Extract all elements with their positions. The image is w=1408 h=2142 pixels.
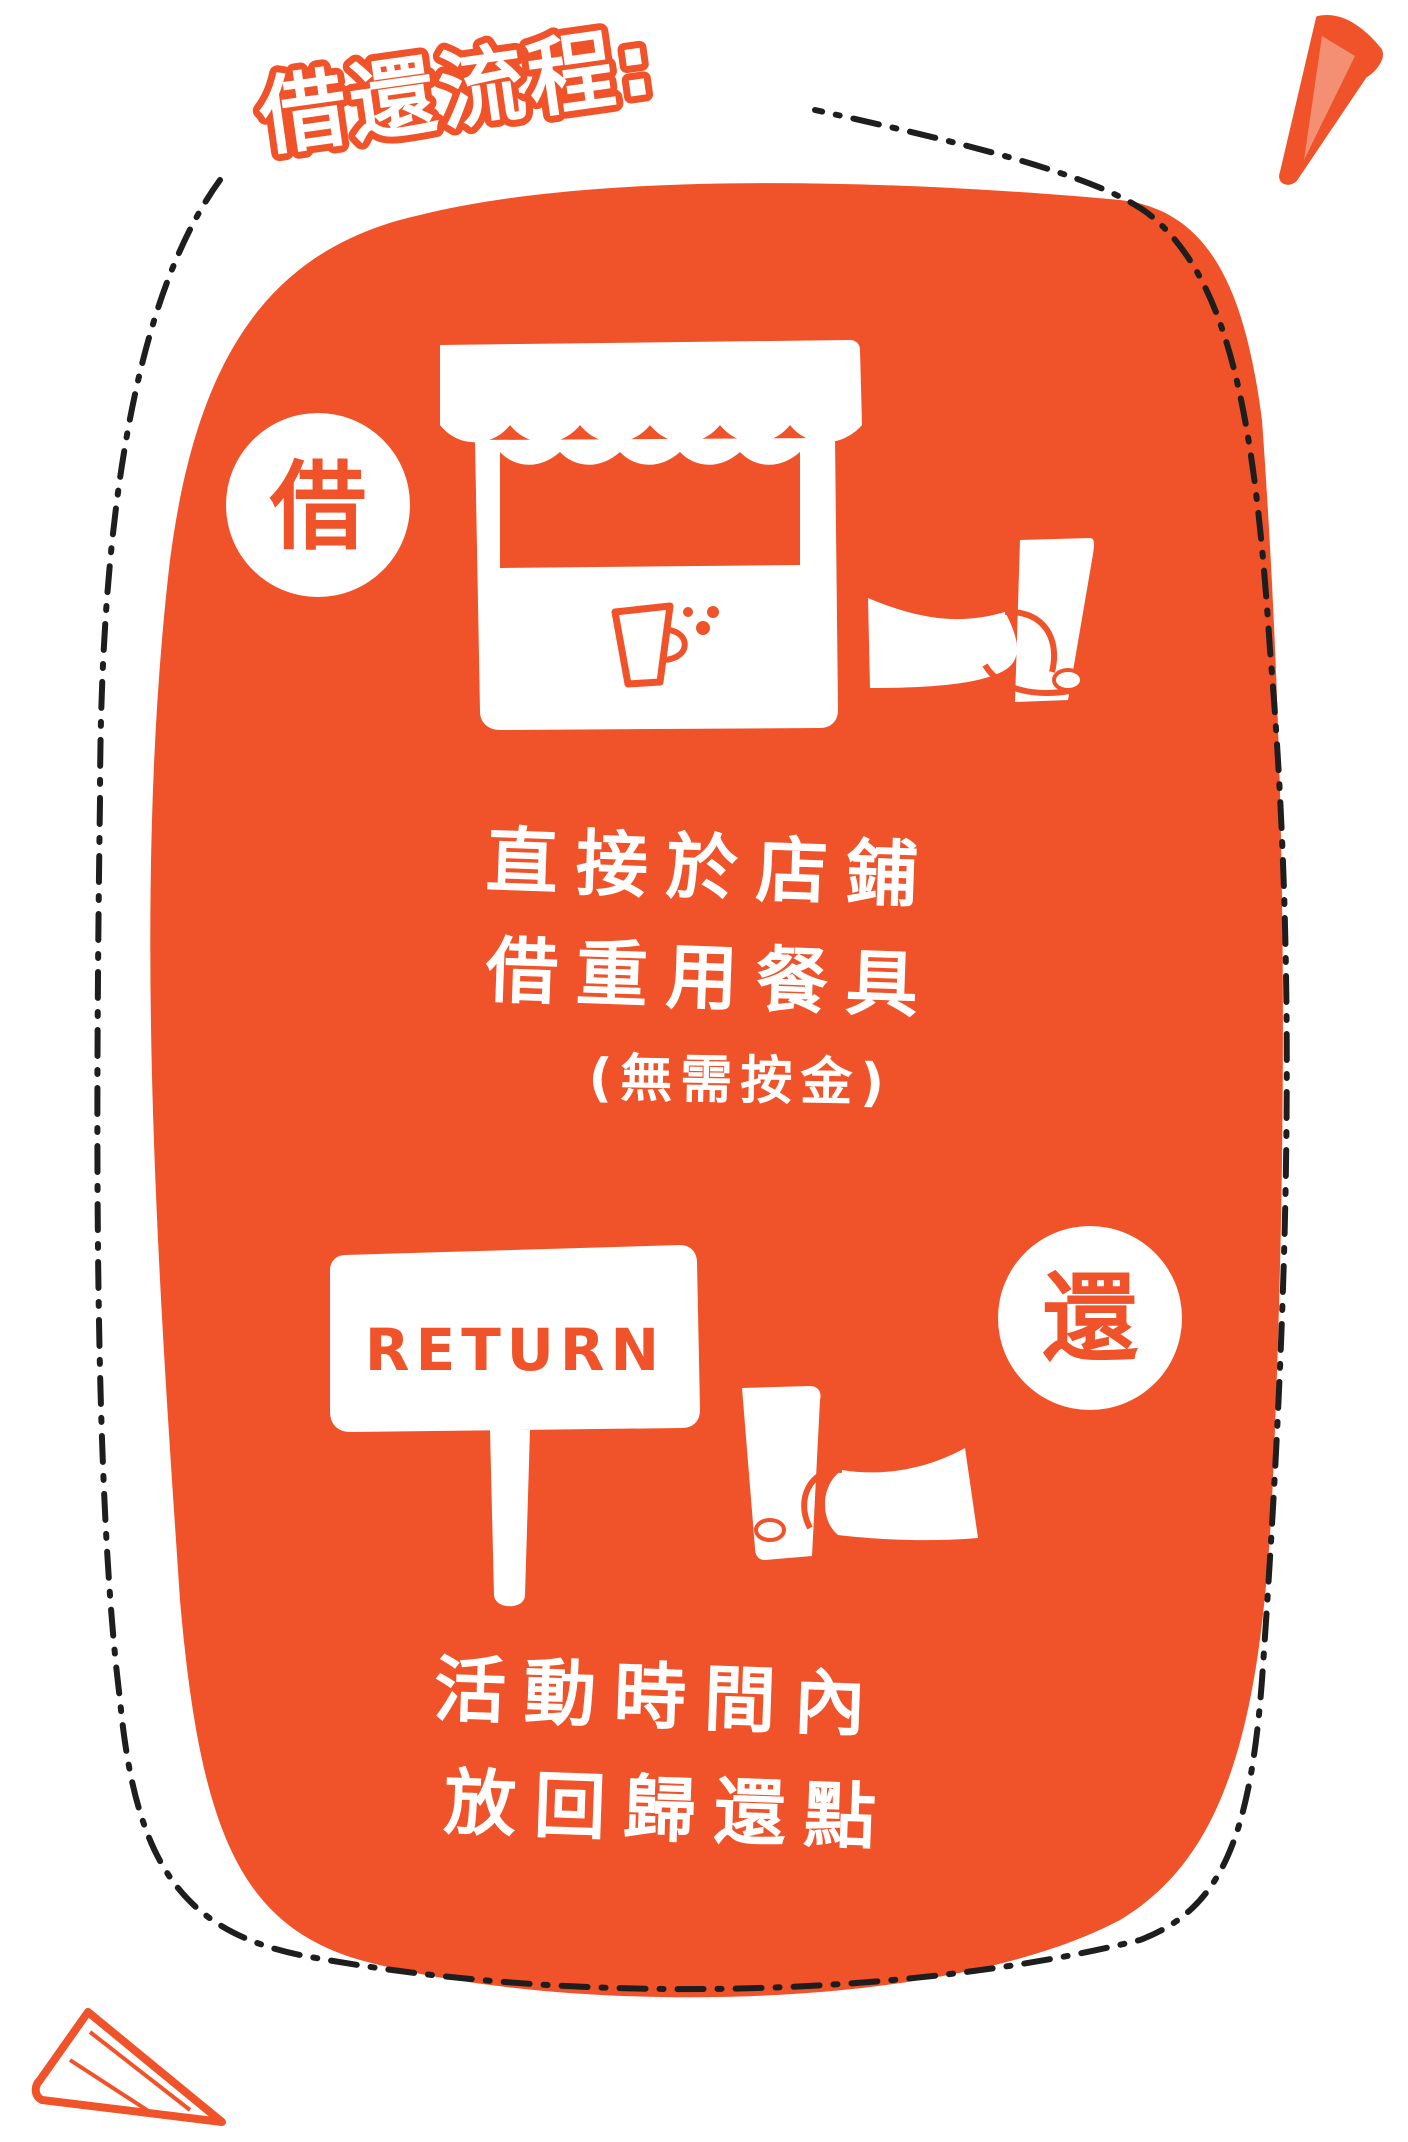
borrow-line-2: 借重用餐具 — [484, 928, 938, 1028]
return-badge: 還 — [998, 1226, 1182, 1410]
dashed-outline — [94, 107, 1290, 1993]
return-line-1: 活動時間內 — [433, 1647, 886, 1747]
return-sign-text: RETURN — [365, 1316, 665, 1384]
triangle-decoration-top-right — [1279, 15, 1383, 185]
title-group: 借還流程: — [246, 7, 669, 176]
triangle-decoration-bottom-left — [31, 2008, 226, 2126]
borrow-badge: 借 — [226, 413, 410, 597]
hand-holding-cup-icon — [868, 538, 1094, 702]
return-line-2: 放回歸還點 — [443, 1760, 896, 1860]
return-badge-label: 還 — [1042, 1263, 1138, 1375]
borrow-note: (無需按金) — [588, 1048, 893, 1113]
return-sign-icon: RETURN — [330, 1245, 700, 1607]
borrow-badge-label: 借 — [269, 451, 366, 563]
cup-icon — [611, 602, 719, 688]
page-title: 借還流程: — [253, 14, 662, 169]
stall-icon — [440, 340, 862, 730]
borrow-line-1: 直接於店鋪 — [485, 818, 938, 918]
hand-holding-cup-icon — [742, 1386, 978, 1560]
